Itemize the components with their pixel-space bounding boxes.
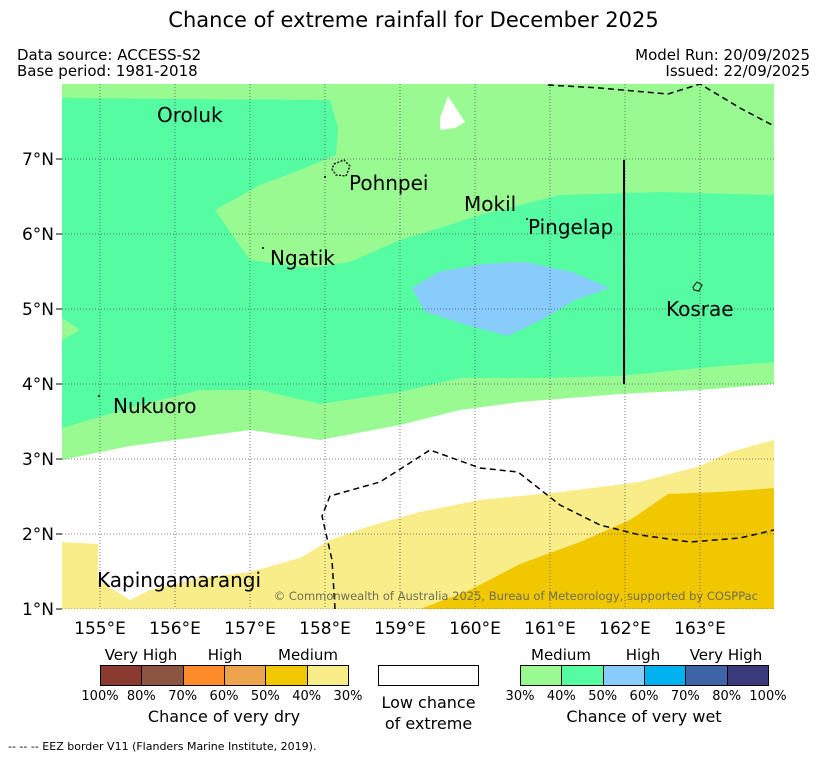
region-dry-gold (420, 488, 774, 609)
dry-swatch (224, 665, 267, 686)
low-chance-swatch (378, 665, 479, 686)
low-chance-line1: Low chance (381, 693, 476, 712)
eez-footnote: -- -- -- EEZ border V11 (Flanders Marine… (8, 740, 317, 753)
wet-tick-label: 50% (588, 689, 618, 704)
dry-high-label: High (207, 646, 243, 664)
longitude-label: 157°E (224, 619, 276, 639)
dry-tick-label: 70% (168, 689, 198, 704)
dry-tick-label: 80% (126, 689, 156, 704)
label-pohnpei: Pohnpei (349, 171, 429, 195)
region-wet-blue (412, 262, 610, 336)
issued-date: Issued: 22/09/2025 (665, 62, 810, 80)
wet-swatch (685, 665, 728, 686)
dry-swatch (265, 665, 308, 686)
label-oroluk: Oroluk (157, 103, 223, 127)
map-title: Chance of extreme rainfall for December … (168, 8, 659, 32)
dry-tick-label: 50% (250, 689, 280, 704)
wet-swatch (644, 665, 687, 686)
latitude-label: 5°N (22, 300, 54, 320)
label-pingelap: Pingelap (528, 215, 613, 239)
nukuoro-atoll (98, 395, 100, 397)
wet-tick-label: 100% (749, 689, 787, 704)
low-chance-line2: of extreme (384, 714, 473, 733)
pohnpei-island (331, 159, 351, 177)
dry-swatch (306, 665, 349, 686)
wet-high-label: High (625, 646, 661, 664)
dry-very-high-label: Very High (104, 646, 178, 664)
data-source: Data source: ACCESS-S2 (17, 46, 202, 64)
label-mokil: Mokil (464, 192, 516, 216)
dry-tick-label: 30% (333, 689, 363, 704)
latitude-label: 2°N (22, 525, 54, 545)
wet-swatch (726, 665, 769, 686)
longitude-label: 160°E (449, 619, 501, 639)
label-kosrae: Kosrae (666, 297, 734, 321)
mokil-atoll (526, 218, 528, 220)
map-area: © Commonwealth of Australia 2025, Bureau… (62, 84, 774, 609)
wet-tick-label: 80% (712, 689, 742, 704)
region-low-chance-patch (440, 96, 465, 130)
dry-medium-label: Medium (278, 646, 338, 664)
region-wet-green (62, 98, 774, 428)
longitude-label: 163°E (674, 619, 726, 639)
ngatik-atoll (262, 247, 264, 249)
longitude-label: 155°E (74, 619, 126, 639)
wet-legend-title: Chance of very wet (566, 707, 722, 726)
longitude-label: 158°E (299, 619, 351, 639)
latitude-label: 7°N (22, 150, 54, 170)
label-ngatik: Ngatik (270, 246, 335, 270)
longitude-label: 156°E (149, 619, 201, 639)
dry-swatch (141, 665, 184, 686)
model-run: Model Run: 20/09/2025 (635, 46, 810, 64)
dry-tick-label: 40% (292, 689, 322, 704)
longitude-label: 162°E (599, 619, 651, 639)
longitude-label: 159°E (374, 619, 426, 639)
latitude-label: 3°N (22, 450, 54, 470)
wet-very-high-label: Very High (689, 646, 763, 664)
wet-tick-label: 60% (629, 689, 659, 704)
dry-tick-label: 60% (209, 689, 239, 704)
label-kapingamarangi: Kapingamarangi (97, 568, 261, 592)
dry-swatch (100, 665, 143, 686)
base-period: Base period: 1981-2018 (17, 62, 198, 80)
dry-tick-label: 100% (81, 689, 119, 704)
label-nukuoro: Nukuoro (113, 394, 197, 418)
wet-swatch (561, 665, 604, 686)
wet-swatch (602, 665, 645, 686)
dry-swatch (182, 665, 225, 686)
latitude-label: 4°N (22, 375, 54, 395)
dry-legend-title: Chance of very dry (147, 707, 301, 726)
kosrae-island (692, 281, 703, 292)
wet-tick-label: 30% (505, 689, 535, 704)
oroluk-atoll (324, 176, 326, 178)
eez-border-north (547, 84, 774, 127)
wet-swatch (520, 665, 563, 686)
latitude-label: 6°N (22, 225, 54, 245)
wet-tick-label: 70% (670, 689, 700, 704)
wet-medium-label: Medium (531, 646, 591, 664)
latitude-label: 1°N (22, 600, 54, 620)
wet-tick-label: 40% (546, 689, 576, 704)
longitude-label: 161°E (524, 619, 576, 639)
data-info: Data source: ACCESS-S2 Base period: 1981… (17, 47, 201, 79)
run-info: Model Run: 20/09/2025 Issued: 22/09/2025 (635, 47, 810, 79)
copyright-notice: © Commonwealth of Australia 2025, Bureau… (274, 589, 758, 603)
